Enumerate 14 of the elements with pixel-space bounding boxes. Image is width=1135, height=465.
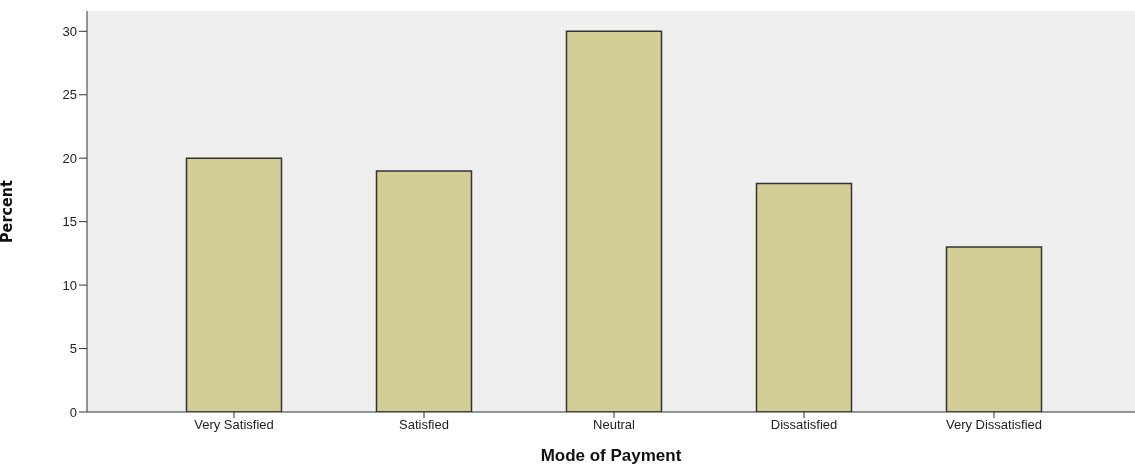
x-tick-label: Very Dissatisfied: [945, 417, 1043, 433]
x-tick-label: Neutral: [593, 417, 636, 433]
y-tick-label: 15: [62, 214, 77, 230]
y-tick-label: 20: [62, 150, 77, 166]
x-tick-label: Dissatisfied: [770, 417, 838, 433]
y-tick-label: 25: [62, 87, 77, 103]
y-tick-label: 10: [62, 277, 77, 293]
y-tick-label: 5: [69, 341, 77, 357]
y-tick-label: 30: [62, 23, 77, 39]
y-axis-title: Percent: [0, 179, 16, 243]
x-axis-title: Mode of Payment: [540, 446, 682, 465]
x-tick-label: Very Satisfied: [194, 417, 274, 433]
y-tick-label: 0: [69, 404, 77, 420]
x-tick-label: Satisfied: [399, 417, 449, 433]
